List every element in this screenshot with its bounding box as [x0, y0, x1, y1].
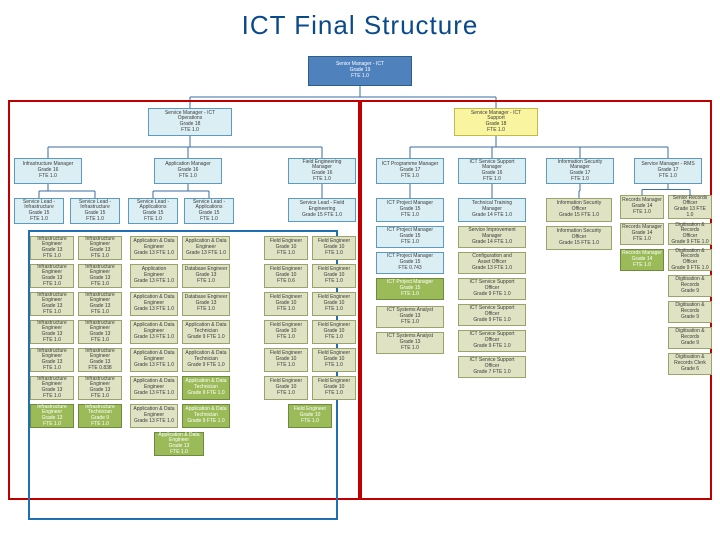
org-node-R1a: ICT Project Manager Grade 15 FTE 1.0 — [376, 198, 444, 222]
org-node-L1a: Service Lead - Infrastructure Grade 15 F… — [14, 198, 64, 224]
org-node-FE00: Field Engineer Grade 10 FTE 1.0 — [264, 236, 308, 260]
org-node-IE21: Infrastructure Engineer Grade 13 FTE 1.0 — [78, 292, 122, 316]
org-node-AE61: Application & Data Technician Grade 9 FT… — [182, 404, 230, 428]
org-node-AE20: Application & Data Engineer Grade 13 FTE… — [130, 292, 178, 316]
org-node-FE10: Field Engineer Grade 10 FTE 0.6 — [264, 264, 308, 288]
org-node-R2a: Technical Training Manager Grade 14 FTE … — [458, 198, 526, 222]
org-node-R2g: ICT Service Support Officer Grade 7 FTE … — [458, 356, 526, 378]
org-node-FE60: Field Engineer Grade 10 FTE 1.0 — [288, 404, 332, 428]
org-node-R4g: Digitisation & Records Grade 9 — [668, 275, 712, 297]
org-node-FE51: Field Engineer Grade 10 FTE 1.0 — [312, 376, 356, 400]
org-node-IE40: Infrastructure Engineer Grade 13 FTE 1.0 — [30, 348, 74, 372]
org-node-R2c: Configuration and Asset Officer Grade 13… — [458, 252, 526, 274]
org-node-IE41: Infrastructure Engineer Grade 13 FTE 0.8… — [78, 348, 122, 372]
org-node-opR: Service Manager - ICT Support Grade 18 F… — [454, 108, 538, 136]
org-node-FE21: Field Engineer Grade 10 FTE 1.0 — [312, 292, 356, 316]
org-node-FE30: Field Engineer Grade 10 FTE 1.0 — [264, 320, 308, 344]
org-node-FE20: Field Engineer Grade 10 FTE 1.0 — [264, 292, 308, 316]
org-node-AE41: Application & Data Technician Grade 9 FT… — [182, 348, 230, 372]
org-node-IE10: Infrastructure Engineer Grade 13 FTE 1.0 — [30, 264, 74, 288]
org-node-R4f: Digitisation & Records Officer Grade 9 F… — [668, 249, 712, 271]
org-node-AE50: Application & Data Engineer Grade 13 FTE… — [130, 376, 178, 400]
connector-layer — [8, 50, 712, 530]
org-node-AE01: Application & Data Engineer Grade 13 FTE… — [182, 236, 230, 260]
org-node-AE40: Application & Data Engineer Grade 13 FTE… — [130, 348, 178, 372]
org-node-L3: Field Engineering Manager Grade 16 FTE 1… — [288, 158, 356, 184]
org-node-L2b: Service Lead - Applications Grade 15 FTE… — [184, 198, 234, 224]
org-node-R4d: Digitisation & Records Officer Grade 9 F… — [668, 223, 712, 245]
org-node-L3a: Service Lead - Field Engineering Grade 1… — [288, 198, 356, 222]
org-node-AE31: Application & Data Technician Grade 9 FT… — [182, 320, 230, 344]
org-node-IE11: Infrastructure Engineer Grade 13 FTE 1.0 — [78, 264, 122, 288]
org-node-AE11: Database Engineer Grade 13 FTE 1.0 — [182, 264, 230, 288]
org-node-R4h: Digitisation & Records Grade 9 — [668, 301, 712, 323]
org-node-AE00: Application & Data Engineer Grade 13 FTE… — [130, 236, 178, 260]
org-node-R2d: ICT Service Support Officer Grade 9 FTE … — [458, 278, 526, 300]
org-node-R2e: ICT Service Support Officer Grade 9 FTE … — [458, 304, 526, 326]
org-node-IE31: Infrastructure Engineer Grade 13 FTE 1.0 — [78, 320, 122, 344]
org-node-R2: ICT Service Support Manager Grade 16 FTE… — [458, 158, 526, 184]
org-node-L2: Application Manager Grade 16 FTE 1.0 — [154, 158, 222, 184]
org-node-R3b: Information Security Officer Grade 15 FT… — [546, 226, 612, 250]
org-node-IE60: Infrastructure Engineer Grade 13 FTE 1.0 — [30, 404, 74, 428]
org-node-L1b: Service Lead - Infrastructure Grade 15 F… — [70, 198, 120, 224]
org-node-L2a: Service Lead - Applications Grade 15 FTE… — [128, 198, 178, 224]
org-node-FE41: Field Engineer Grade 10 FTE 1.0 — [312, 348, 356, 372]
org-node-R1f: ICT Systems Analyst Grade 13 FTE 1.0 — [376, 332, 444, 354]
org-node-R4j: Digitisation & Records Clerk Grade 6 — [668, 353, 712, 375]
org-node-R1: ICT Programme Manager Grade 17 FTE 1.0 — [376, 158, 444, 184]
org-node-R1d: ICT Project Manager Grade 15 FTE 1.0 — [376, 278, 444, 300]
org-node-R4a: Records Manager Grade 14 FTE 1.0 — [620, 195, 664, 219]
org-node-AE21: Database Engineer Grade 13 FTE 1.0 — [182, 292, 230, 316]
org-node-FE31: Field Engineer Grade 10 FTE 1.0 — [312, 320, 356, 344]
org-node-R1c: ICT Project Manager Grade 15 FTE 0.743 — [376, 252, 444, 274]
org-node-R4e: Records Manager Grade 14 FTE 1.0 — [620, 249, 664, 271]
org-node-R2b: Service Improvement Manager Grade 14 FTE… — [458, 226, 526, 248]
org-node-R4: Service Manager - RMS Grade 17 FTE 1.0 — [634, 158, 702, 184]
org-node-FE40: Field Engineer Grade 10 FTE 1.0 — [264, 348, 308, 372]
org-chart: Senior Manager - ICT Grade 19 FTE 1.0 Ser… — [8, 50, 712, 530]
org-node-R3: Information Security Manager Grade 17 FT… — [546, 158, 614, 184]
org-node-IE51: Infrastructure Engineer Grade 13 FTE 1.0 — [78, 376, 122, 400]
org-node-AE70: Application & Data Engineer Grade 13 FTE… — [154, 432, 204, 456]
org-node-IE50: Infrastructure Engineer Grade 13 FTE 1.0 — [30, 376, 74, 400]
org-node-FE11: Field Engineer Grade 10 FTE 1.0 — [312, 264, 356, 288]
org-node-opL: Service Manager - ICT Operations Grade 1… — [148, 108, 232, 136]
org-node-FE50: Field Engineer Grade 10 FTE 1.0 — [264, 376, 308, 400]
org-node-root: Senior Manager - ICT Grade 19 FTE 1.0 — [308, 56, 412, 86]
org-node-AE30: Application & Data Engineer Grade 13 FTE… — [130, 320, 178, 344]
org-node-R1e: ICT Systems Analyst Grade 13 FTE 1.0 — [376, 306, 444, 328]
org-node-AE10: Application Engineer Grade 13 FTE 1.0 — [130, 264, 178, 288]
org-node-IE01: Infrastructure Engineer Grade 13 FTE 1.0 — [78, 236, 122, 260]
page-title: ICT Final Structure — [0, 10, 720, 41]
org-node-FE01: Field Engineer Grade 10 FTE 1.0 — [312, 236, 356, 260]
org-node-R2f: ICT Service Support Officer Grade 9 FTE … — [458, 330, 526, 352]
org-node-R4c: Records Manager Grade 14 FTE 1.0 — [620, 223, 664, 245]
org-node-R4b: Senior Records Officer Grade 13 FTE 1.0 — [668, 195, 712, 219]
org-node-AE51: Application & Data Technician Grade 9 FT… — [182, 376, 230, 400]
org-node-L1: Infrastructure Manager Grade 16 FTE 1.0 — [14, 158, 82, 184]
org-node-R1b: ICT Project Manager Grade 15 FTE 1.0 — [376, 226, 444, 248]
org-node-IE00: Infrastructure Engineer Grade 13 FTE 1.0 — [30, 236, 74, 260]
org-node-AE60: Application & Data Engineer Grade 13 FTE… — [130, 404, 178, 428]
org-node-IE30: Infrastructure Engineer Grade 13 FTE 1.0 — [30, 320, 74, 344]
org-node-R4i: Digitisation & Records Grade 9 — [668, 327, 712, 349]
org-node-IE61: Infrastructure Technician Grade 9 FTE 1.… — [78, 404, 122, 428]
org-node-R3a: Information Security Officer Grade 15 FT… — [546, 198, 612, 222]
org-node-IE20: Infrastructure Engineer Grade 13 FTE 1.0 — [30, 292, 74, 316]
